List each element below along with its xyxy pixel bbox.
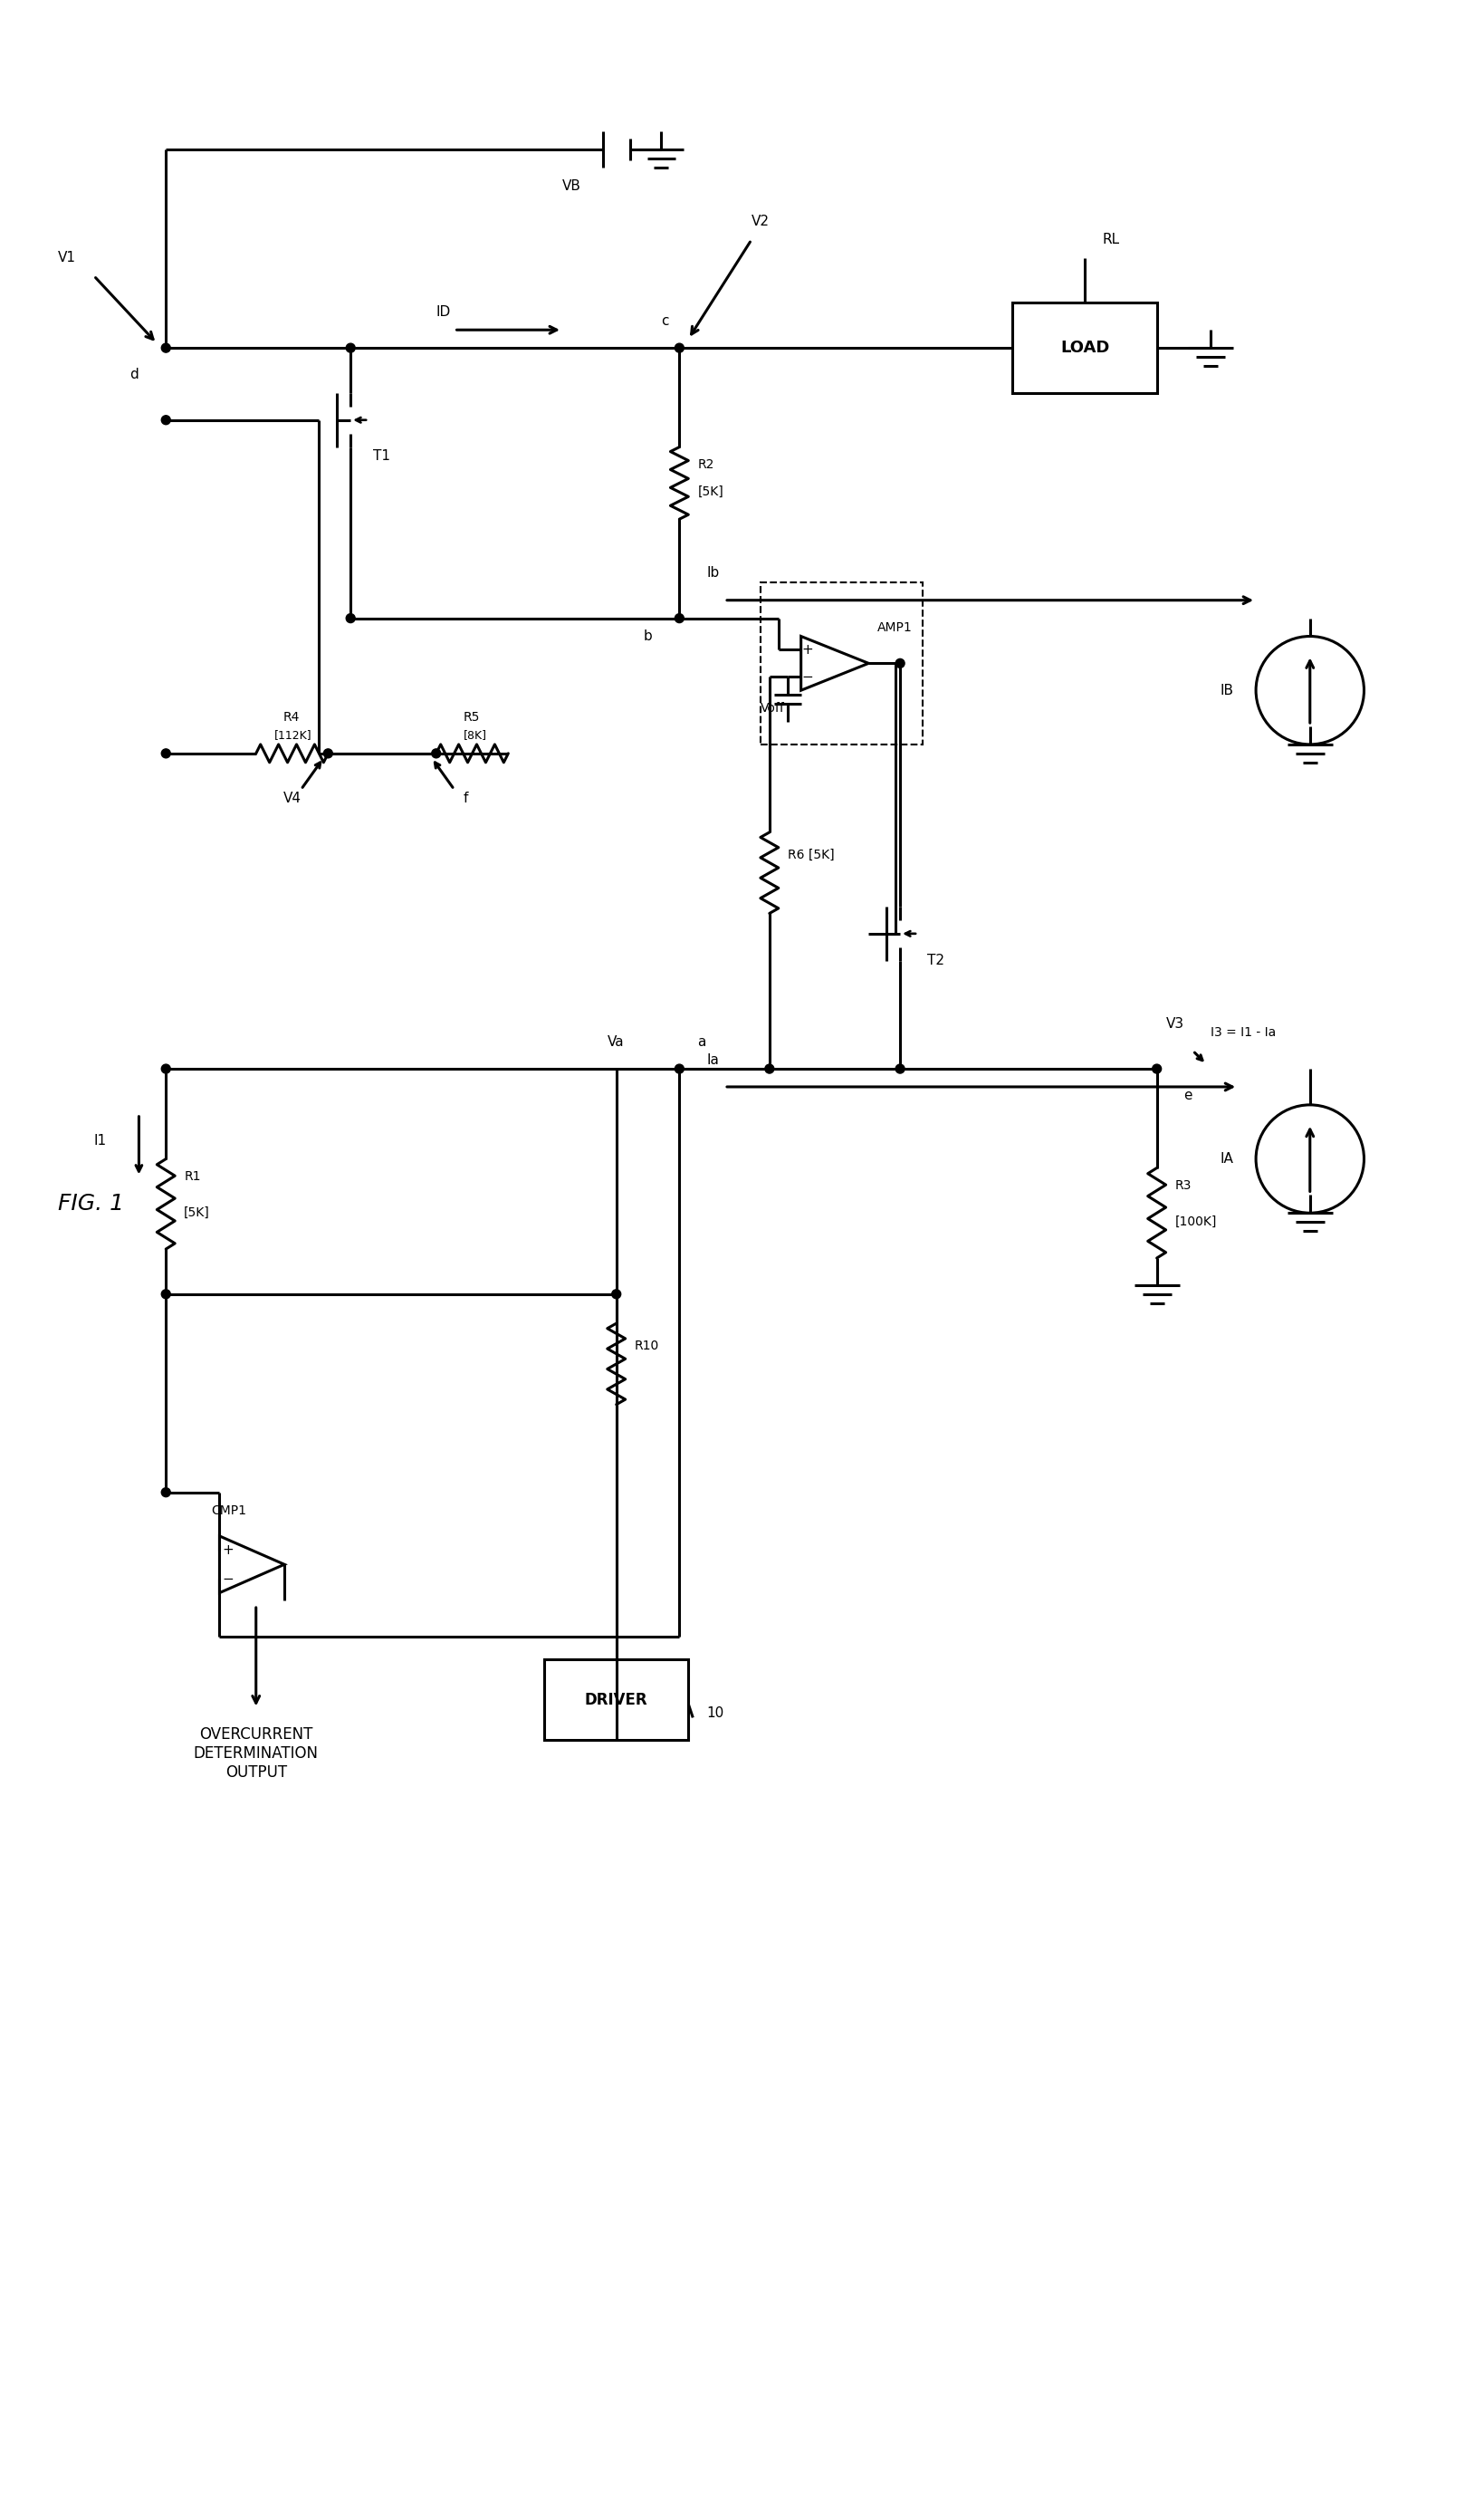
Text: V1: V1 [58,252,76,264]
Text: OVERCURRENT
DETERMINATION
OUTPUT: OVERCURRENT DETERMINATION OUTPUT [193,1727,319,1780]
Text: R10: R10 [634,1339,659,1352]
Text: DRIVER: DRIVER [585,1691,649,1707]
Text: I1: I1 [93,1135,107,1148]
Text: d: d [131,367,138,383]
Circle shape [675,614,684,622]
Text: FIG. 1: FIG. 1 [58,1193,125,1216]
Text: V2: V2 [751,214,770,229]
Text: −: − [221,1573,233,1586]
Circle shape [675,342,684,352]
Circle shape [346,614,355,622]
Circle shape [432,750,441,758]
Circle shape [324,750,332,758]
Text: V3: V3 [1166,1017,1184,1029]
Text: e: e [1184,1090,1193,1102]
Text: I3 = I1 - Ia: I3 = I1 - Ia [1211,1027,1276,1040]
Text: CMP1: CMP1 [211,1505,246,1518]
Text: f: f [463,793,467,805]
Text: [8K]: [8K] [463,730,487,743]
Text: −: − [801,670,813,685]
Text: AMP1: AMP1 [877,622,913,634]
Text: +: + [221,1543,233,1556]
Text: V4: V4 [283,793,301,805]
Text: R6 [5K]: R6 [5K] [788,848,834,861]
Text: [112K]: [112K] [275,730,312,743]
Text: RL: RL [1103,234,1120,247]
Text: R1: R1 [184,1170,200,1183]
Text: c: c [662,315,669,327]
Circle shape [346,342,355,352]
Circle shape [895,1065,905,1072]
Text: LOAD: LOAD [1060,340,1110,355]
Text: [5K]: [5K] [697,486,723,498]
Bar [1012,302,1158,393]
Circle shape [1153,1065,1162,1072]
Text: [5K]: [5K] [184,1206,209,1218]
Text: Ia: Ia [706,1052,718,1067]
Text: b: b [644,629,651,642]
Circle shape [162,1289,171,1299]
Text: [100K]: [100K] [1175,1216,1217,1228]
Text: R2: R2 [697,458,714,471]
Text: a: a [697,1034,706,1050]
Circle shape [895,659,905,667]
Circle shape [162,1488,171,1498]
Text: Va: Va [607,1034,625,1050]
Text: R5: R5 [463,710,479,725]
Circle shape [162,1065,171,1072]
Circle shape [162,415,171,425]
Text: T1: T1 [372,448,390,463]
Text: IB: IB [1220,685,1233,697]
Text: R4: R4 [283,710,300,725]
Circle shape [675,1065,684,1072]
Text: Ib: Ib [706,566,720,579]
Bar [545,1659,689,1739]
Circle shape [611,1289,620,1299]
Circle shape [162,750,171,758]
Text: IA: IA [1220,1153,1233,1165]
Text: Voff: Voff [760,702,785,715]
Text: +: + [801,642,813,657]
Text: 10: 10 [706,1707,724,1719]
Circle shape [764,1065,775,1072]
Text: R3: R3 [1175,1180,1192,1193]
Text: T2: T2 [928,954,944,967]
Text: ID: ID [436,305,451,320]
Circle shape [162,342,171,352]
Text: VB: VB [562,179,582,191]
Bar [760,581,923,745]
